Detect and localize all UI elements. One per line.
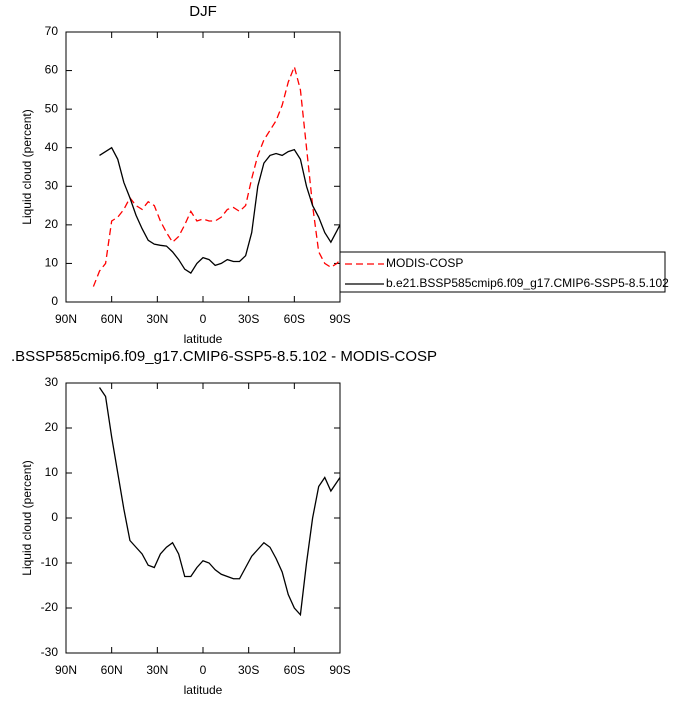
legend-label: MODIS-COSP (386, 256, 463, 270)
x-tick-label: 90S (329, 663, 350, 677)
data-line (92, 64, 341, 287)
y-tick-label: -30 (41, 645, 59, 659)
x-tick-label: 0 (200, 312, 207, 326)
x-tick-label: 60S (284, 312, 305, 326)
y-tick-label: 0 (51, 294, 58, 308)
x-tick-label: 90N (55, 312, 77, 326)
x-tick-label: 30S (238, 312, 259, 326)
y-tick-label: 30 (45, 375, 59, 389)
y-axis-label: Liquid cloud (percent) (20, 109, 34, 224)
y-tick-label: 20 (45, 420, 59, 434)
x-tick-label: 60S (284, 663, 305, 677)
y-tick-label: 70 (45, 24, 59, 38)
legend-box (339, 251, 666, 293)
x-tick-label: 0 (200, 663, 207, 677)
y-tick-label: 60 (45, 63, 59, 77)
x-tick-label: 60N (101, 663, 123, 677)
y-tick-label: 40 (45, 140, 59, 154)
y-tick-label: 20 (45, 217, 59, 231)
x-tick-label: 30S (238, 663, 259, 677)
y-tick-label: 10 (45, 465, 59, 479)
y-tick-label: 50 (45, 101, 59, 115)
x-tick-label: 90S (329, 312, 350, 326)
plot-frame (65, 31, 341, 303)
y-tick-label: 30 (45, 178, 59, 192)
x-tick-label: 60N (101, 312, 123, 326)
chart-title: DJF (189, 3, 217, 20)
x-tick-label: 90N (55, 663, 77, 677)
x-axis-label: latitude (184, 683, 223, 697)
y-tick-label: -10 (41, 555, 59, 569)
legend-label: b.e21.BSSP585cmip6.f09_g17.CMIP6-SSP5-8.… (386, 276, 669, 290)
y-tick-label: -20 (41, 600, 59, 614)
x-axis-label: latitude (184, 332, 223, 346)
y-tick-label: 10 (45, 256, 59, 270)
y-tick-label: 0 (51, 510, 58, 524)
y-axis-label: Liquid cloud (percent) (20, 460, 34, 575)
data-line (98, 387, 341, 617)
chart-title: .BSSP585cmip6.f09_g17.CMIP6-SSP5-8.5.102… (11, 348, 437, 365)
data-line (99, 146, 341, 274)
x-tick-label: 30N (146, 312, 168, 326)
x-tick-label: 30N (146, 663, 168, 677)
